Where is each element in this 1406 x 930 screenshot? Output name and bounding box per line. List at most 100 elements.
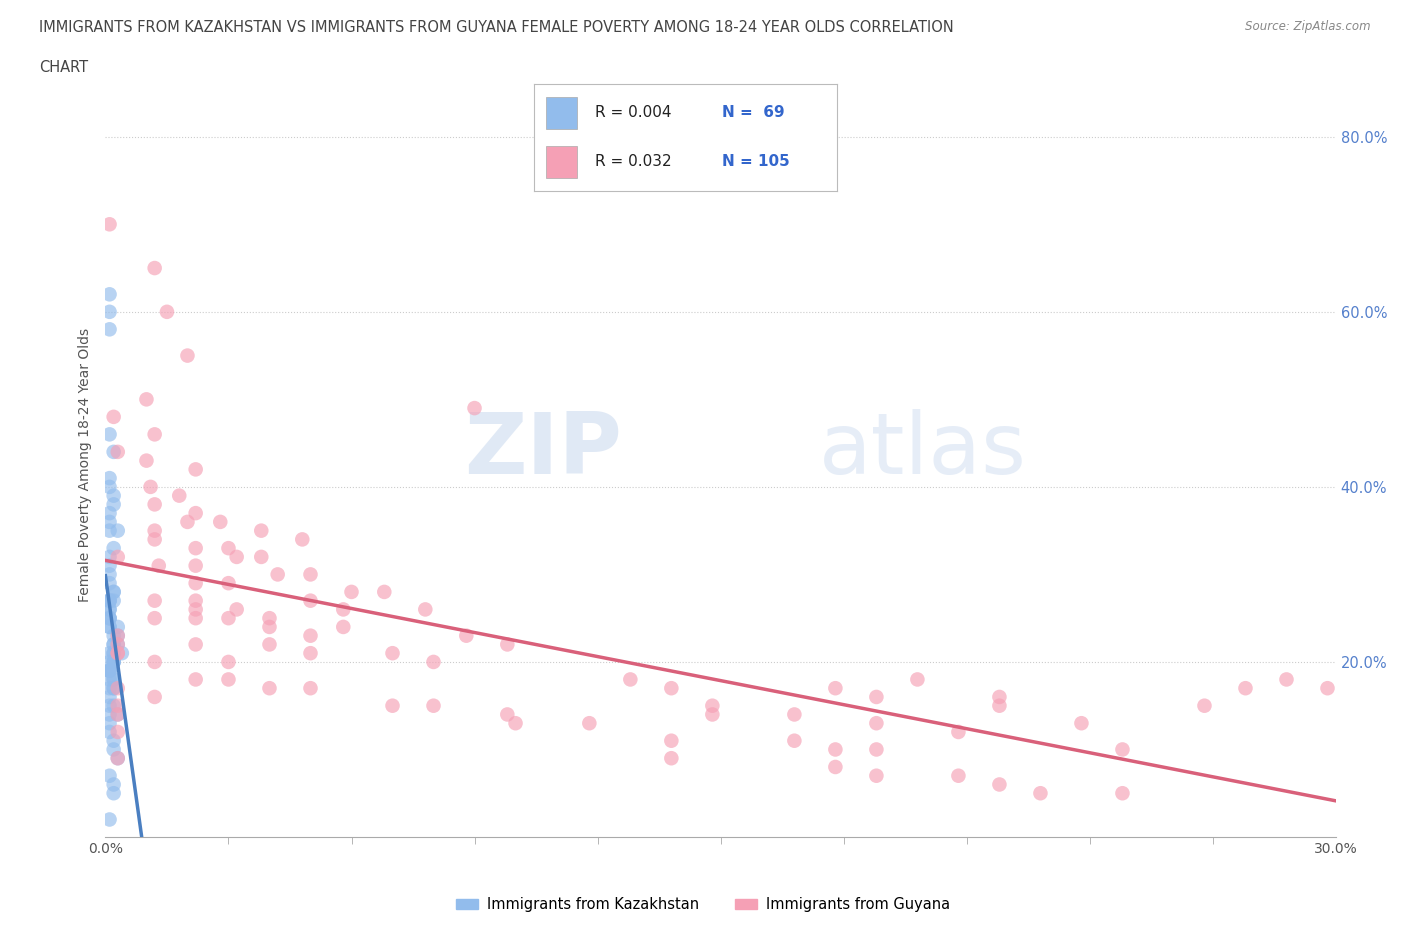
- Point: [865, 768, 887, 783]
- Point: [988, 777, 1011, 792]
- Point: [332, 602, 354, 617]
- Point: [143, 655, 166, 670]
- Point: [107, 698, 129, 713]
- FancyBboxPatch shape: [547, 97, 576, 128]
- Point: [98, 663, 121, 678]
- Point: [1194, 698, 1216, 713]
- Y-axis label: Female Poverty Among 18-24 Year Olds: Female Poverty Among 18-24 Year Olds: [79, 328, 93, 602]
- Point: [259, 637, 281, 652]
- Point: [299, 629, 322, 644]
- Point: [702, 707, 724, 722]
- Point: [107, 681, 129, 696]
- Point: [98, 663, 121, 678]
- Point: [98, 217, 121, 232]
- Point: [107, 445, 129, 459]
- Point: [299, 593, 322, 608]
- Point: [1070, 716, 1092, 731]
- Point: [98, 322, 121, 337]
- Point: [107, 637, 129, 652]
- Point: [107, 550, 129, 565]
- Point: [135, 392, 157, 406]
- Point: [103, 497, 125, 512]
- Point: [103, 584, 125, 599]
- Point: [107, 707, 129, 722]
- Point: [661, 681, 683, 696]
- Point: [107, 629, 129, 644]
- Point: [98, 716, 121, 731]
- Point: [103, 733, 125, 748]
- Point: [103, 655, 125, 670]
- Point: [661, 733, 683, 748]
- Point: [143, 593, 166, 608]
- Point: [103, 637, 125, 652]
- Point: [98, 611, 121, 626]
- Point: [988, 689, 1011, 704]
- Point: [98, 619, 121, 634]
- Point: [107, 637, 129, 652]
- Point: [824, 681, 846, 696]
- Point: [103, 777, 125, 792]
- Point: [103, 645, 125, 660]
- Point: [381, 645, 404, 660]
- Text: R = 0.004: R = 0.004: [595, 105, 671, 120]
- Point: [98, 593, 121, 608]
- Point: [464, 401, 486, 416]
- Point: [176, 514, 198, 529]
- Point: [865, 689, 887, 704]
- Point: [103, 672, 125, 687]
- Point: [169, 488, 191, 503]
- Point: [107, 707, 129, 722]
- Point: [578, 716, 600, 731]
- Point: [156, 304, 179, 319]
- Point: [98, 427, 121, 442]
- Point: [103, 540, 125, 555]
- Point: [107, 645, 129, 660]
- Point: [184, 506, 207, 521]
- Point: [184, 540, 207, 555]
- Point: [98, 506, 121, 521]
- Point: [98, 698, 121, 713]
- Point: [135, 453, 157, 468]
- Point: [98, 663, 121, 678]
- Point: [250, 550, 273, 565]
- Text: R = 0.032: R = 0.032: [595, 154, 671, 169]
- Point: [218, 655, 240, 670]
- Point: [98, 611, 121, 626]
- Point: [98, 514, 121, 529]
- Point: [107, 751, 129, 765]
- Point: [143, 532, 166, 547]
- Point: [176, 348, 198, 363]
- Point: [948, 768, 970, 783]
- Point: [184, 462, 207, 477]
- Point: [948, 724, 970, 739]
- Point: [907, 672, 929, 687]
- Point: [143, 260, 166, 275]
- Point: [619, 672, 641, 687]
- Point: [103, 672, 125, 687]
- Point: [702, 698, 724, 713]
- Point: [332, 619, 354, 634]
- Point: [291, 532, 314, 547]
- Point: [184, 576, 207, 591]
- Point: [98, 524, 121, 538]
- Text: Source: ZipAtlas.com: Source: ZipAtlas.com: [1246, 20, 1371, 33]
- Point: [148, 558, 170, 573]
- Point: [98, 593, 121, 608]
- Point: [422, 698, 444, 713]
- Point: [103, 681, 125, 696]
- Point: [1275, 672, 1298, 687]
- Point: [98, 672, 121, 687]
- Text: N = 105: N = 105: [721, 154, 789, 169]
- Point: [865, 716, 887, 731]
- Point: [496, 637, 519, 652]
- Point: [1111, 742, 1133, 757]
- Point: [103, 698, 125, 713]
- Point: [209, 514, 232, 529]
- Point: [184, 558, 207, 573]
- Point: [381, 698, 404, 713]
- Point: [98, 663, 121, 678]
- Point: [661, 751, 683, 765]
- Point: [103, 593, 125, 608]
- Point: [98, 645, 121, 660]
- Point: [456, 629, 478, 644]
